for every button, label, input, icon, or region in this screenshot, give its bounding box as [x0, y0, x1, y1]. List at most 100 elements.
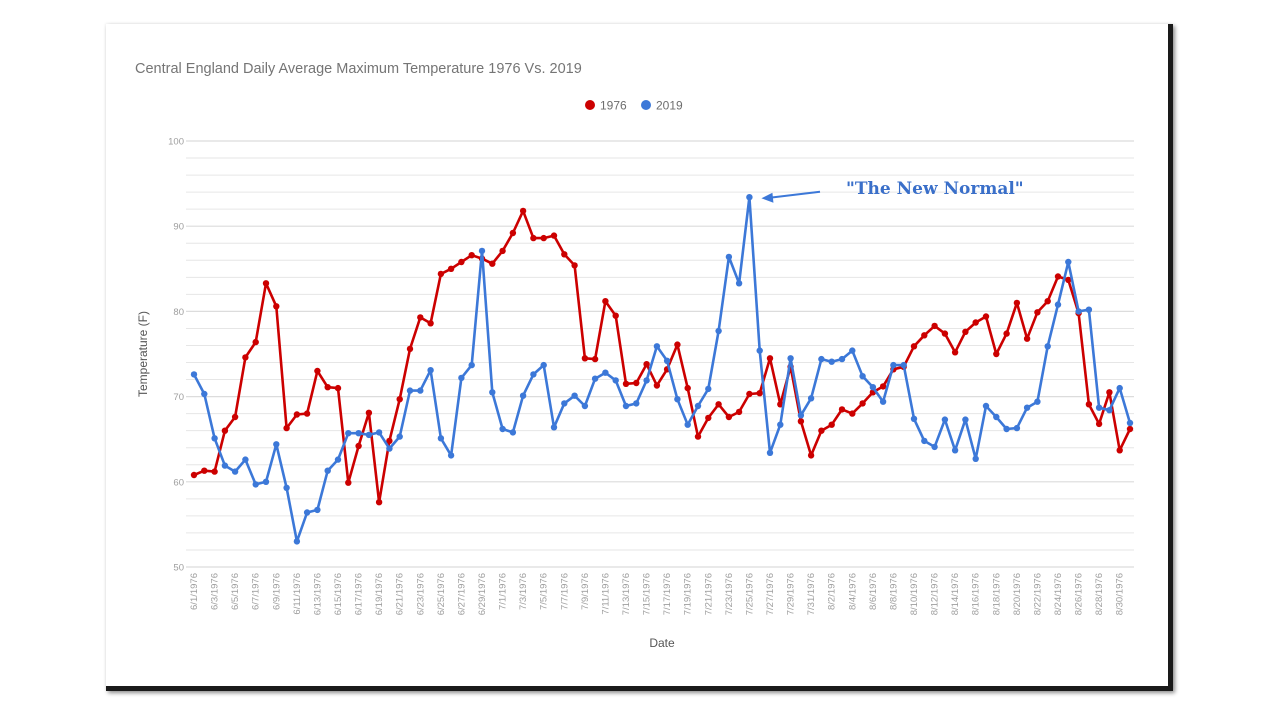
legend-marker-2019	[641, 100, 651, 110]
x-tick-label: 8/6/1976	[868, 573, 879, 610]
data-point-2019	[612, 377, 619, 384]
data-point-1976	[1106, 389, 1113, 396]
data-point-1976	[581, 355, 589, 362]
x-tick-label: 7/27/1976	[765, 573, 776, 615]
data-point-1976	[499, 247, 506, 255]
x-tick-label: 7/29/1976	[786, 573, 797, 615]
y-tick-label: 70	[173, 392, 184, 403]
data-point-1976	[396, 396, 403, 403]
data-point-1976	[705, 414, 712, 422]
data-point-2019	[468, 361, 475, 369]
series-1976	[190, 207, 1134, 506]
data-point-1976	[849, 410, 856, 417]
x-tick-label: 8/14/1976	[950, 573, 961, 615]
data-point-1976	[838, 406, 846, 413]
y-tick-label: 50	[173, 563, 184, 574]
data-point-1976	[211, 468, 218, 475]
data-point-2019	[406, 387, 414, 394]
annotation-text: "The New Normal"	[846, 179, 1024, 199]
data-point-1976	[530, 234, 537, 242]
data-point-1976	[406, 345, 414, 353]
x-tick-label: 8/12/1976	[930, 573, 941, 615]
data-point-2019	[1095, 404, 1103, 411]
data-point-2019	[1085, 306, 1093, 313]
data-point-2019	[756, 347, 763, 354]
x-tick-label: 6/19/1976	[374, 573, 385, 615]
data-point-2019	[962, 416, 969, 423]
data-point-1976	[1044, 298, 1051, 305]
data-point-1976	[242, 354, 249, 361]
data-point-2019	[427, 367, 434, 374]
data-point-1976	[591, 355, 599, 363]
data-point-2019	[746, 194, 753, 201]
data-point-1976	[951, 349, 959, 356]
x-tick-label: 6/25/1976	[436, 573, 447, 615]
data-point-1976	[1003, 330, 1010, 337]
data-point-1976	[355, 442, 362, 450]
y-tick-label: 60	[173, 477, 184, 488]
x-tick-label: 8/8/1976	[888, 573, 899, 610]
data-point-2019	[550, 424, 558, 431]
y-tick-label: 80	[173, 307, 184, 318]
data-point-2019	[211, 435, 218, 442]
data-point-2019	[890, 361, 897, 369]
data-point-2019	[653, 343, 661, 350]
data-point-1976	[993, 350, 1000, 358]
series-line-2019	[192, 195, 1132, 543]
x-tick-label: 7/23/1976	[724, 573, 735, 615]
data-point-2019	[715, 327, 722, 335]
data-point-2019	[849, 347, 856, 354]
data-point-2019	[571, 392, 578, 399]
data-point-1976	[828, 421, 835, 428]
x-axis-ticks: 6/1/1976 6/3/1976 6/5/1976 6/7/1976 6/9/1976…	[189, 573, 1126, 615]
x-tick-label: 7/3/1976	[518, 573, 529, 610]
y-tick-label: 90	[173, 222, 184, 233]
data-point-1976	[602, 298, 609, 305]
x-tick-label: 8/16/1976	[971, 573, 982, 615]
y-axis-title: Temperature (F)	[136, 311, 150, 397]
legend-marker-1976	[585, 100, 595, 110]
data-point-1976	[458, 258, 465, 266]
data-point-2019	[252, 481, 259, 488]
data-point-2019	[386, 445, 393, 452]
data-point-1976	[1116, 447, 1123, 454]
data-point-2019	[1065, 258, 1072, 266]
data-point-1976	[622, 380, 630, 387]
data-point-1976	[859, 400, 866, 407]
annotation: "The New Normal"	[761, 179, 1024, 203]
data-point-1976	[201, 467, 208, 474]
data-point-1976	[962, 328, 969, 335]
data-point-2019	[931, 443, 938, 451]
x-tick-label: 6/7/1976	[251, 573, 262, 610]
x-tick-label: 7/7/1976	[559, 573, 570, 610]
data-point-1976	[540, 234, 547, 242]
data-point-2019	[725, 253, 733, 261]
data-point-1976	[756, 390, 763, 397]
data-point-1976	[941, 330, 949, 337]
x-tick-label: 8/4/1976	[847, 573, 858, 610]
data-point-1976	[468, 252, 475, 259]
x-tick-label: 7/21/1976	[703, 573, 714, 615]
data-point-2019	[355, 430, 362, 437]
x-tick-label: 6/3/1976	[210, 573, 221, 610]
x-tick-label: 6/1/1976	[189, 573, 200, 610]
data-point-2019	[705, 385, 712, 393]
data-point-1976	[653, 382, 661, 389]
data-point-1976	[879, 383, 887, 390]
data-point-1976	[221, 427, 229, 434]
data-point-1976	[715, 401, 722, 408]
x-tick-label: 8/30/1976	[1115, 573, 1126, 615]
data-point-2019	[345, 430, 352, 437]
data-point-1976	[777, 401, 784, 408]
x-tick-label: 8/26/1976	[1074, 573, 1085, 615]
data-point-2019	[674, 396, 681, 403]
x-tick-label: 7/13/1976	[621, 573, 632, 615]
data-point-2019	[787, 355, 794, 362]
x-tick-label: 7/17/1976	[662, 573, 673, 615]
data-point-2019	[797, 412, 805, 419]
data-point-2019	[201, 390, 208, 398]
data-point-2019	[1044, 343, 1051, 350]
data-point-1976	[561, 251, 568, 258]
data-point-1976	[252, 338, 259, 346]
data-point-1976	[910, 343, 918, 350]
